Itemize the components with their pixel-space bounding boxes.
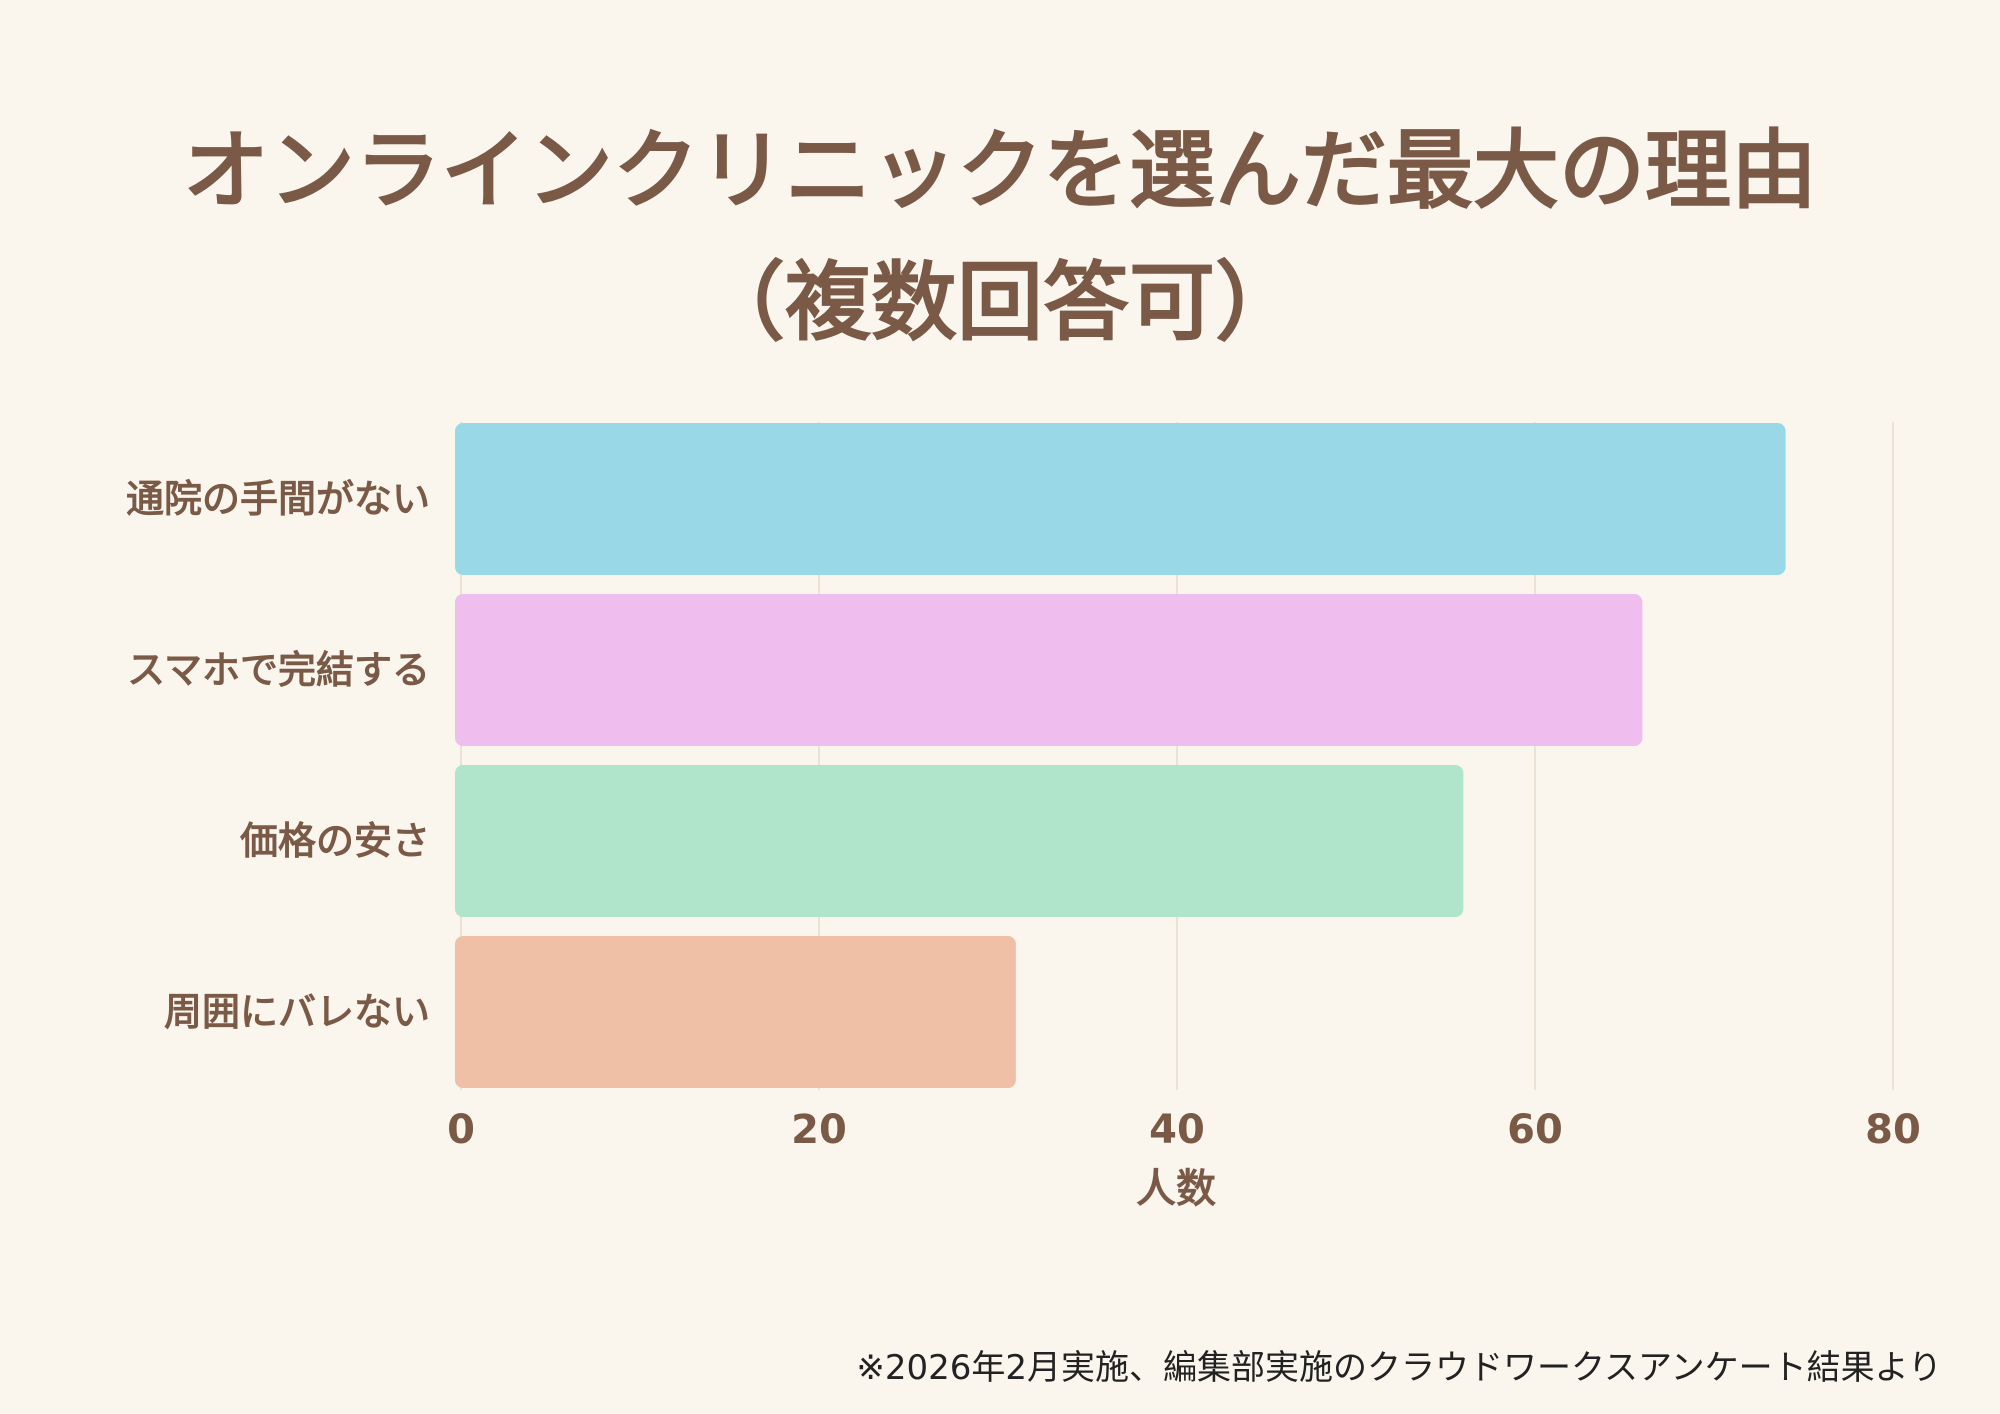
category-label-3: 周囲にバレない xyxy=(164,990,430,1034)
category-label-0: 通院の手間がない xyxy=(126,477,430,521)
chart-subtitle: （複数回答可） xyxy=(699,253,1301,353)
x-axis-label: 人数 xyxy=(1136,1166,1216,1212)
category-label-1: スマホで完結する xyxy=(127,648,430,692)
chart-title: オンラインクリニックを選んだ最大の理由 xyxy=(183,121,1817,221)
footnote: ※2026年2月実施、編集部実施のクラウドワークスアンケート結果より xyxy=(856,1348,1942,1388)
bar-3 xyxy=(455,936,1016,1088)
bar-1 xyxy=(455,594,1643,746)
x-tick-label-0: 0 xyxy=(447,1107,475,1153)
chart-title-block: オンラインクリニックを選んだ最大の理由 （複数回答可） xyxy=(0,105,2000,369)
x-tick-label-1: 20 xyxy=(791,1107,847,1153)
x-tick-label-3: 60 xyxy=(1507,1107,1563,1153)
category-label-2: 価格の安さ xyxy=(239,819,430,863)
bar-0 xyxy=(455,423,1786,575)
bar-2 xyxy=(455,765,1464,917)
x-tick-label-2: 40 xyxy=(1149,1107,1205,1153)
x-tick-label-4: 80 xyxy=(1865,1107,1921,1153)
